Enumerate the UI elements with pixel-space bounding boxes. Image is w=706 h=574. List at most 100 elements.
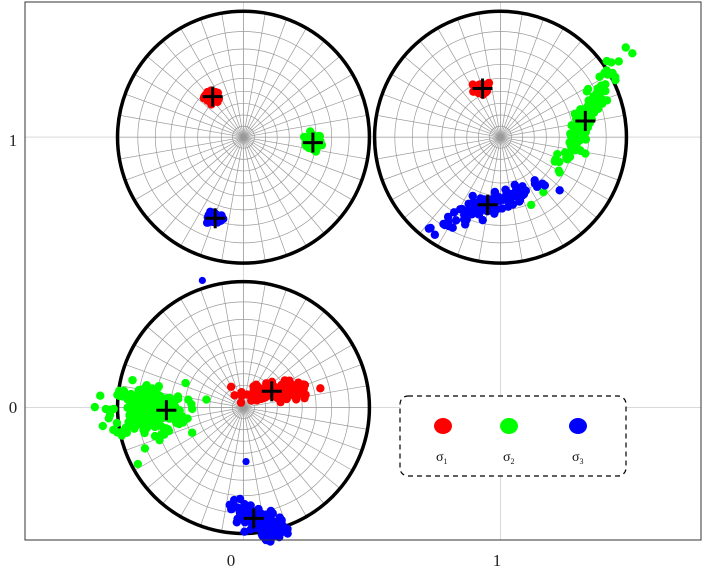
legend-box — [399, 395, 627, 477]
net-spoke — [403, 136, 501, 219]
net-spoke — [500, 40, 582, 138]
net-spoke — [243, 136, 341, 219]
legend-marker-sigma1 — [434, 418, 452, 434]
data-point-sigma2 — [172, 418, 181, 428]
data-point-sigma2 — [123, 395, 132, 404]
net-spoke — [162, 136, 244, 234]
data-point-sigma3 — [503, 202, 513, 211]
net-spoke — [180, 407, 244, 517]
data-point-sigma2 — [181, 378, 190, 388]
net-spoke — [243, 136, 353, 201]
net-spoke — [500, 55, 598, 138]
data-point-sigma2 — [133, 459, 143, 469]
data-point-sigma2 — [539, 187, 548, 197]
data-point-sigma2 — [104, 414, 113, 423]
data-point-sigma3 — [451, 216, 461, 225]
data-points-layer — [90, 43, 637, 546]
mean-marker-sigma3-net-2 — [477, 194, 498, 215]
data-point-sigma2 — [581, 149, 590, 158]
data-point-sigma1 — [280, 380, 289, 389]
net-spoke — [243, 18, 287, 138]
mean-marker-sigma2-net-1 — [302, 132, 323, 153]
legend-label-sigma2: σ2 — [503, 450, 515, 466]
net-spoke — [200, 137, 244, 256]
net-spoke — [119, 136, 244, 160]
data-point-sigma2 — [151, 421, 160, 430]
data-point-sigma2 — [598, 95, 607, 104]
legend-label-sigma1: σ1 — [436, 450, 448, 466]
net-spoke — [243, 114, 368, 138]
data-point-sigma3 — [465, 204, 475, 214]
net-spoke — [243, 407, 362, 451]
data-point-sigma2 — [554, 166, 563, 175]
net-spoke — [382, 136, 501, 181]
net-spoke — [125, 136, 244, 181]
data-point-sigma2 — [142, 380, 151, 390]
data-point-sigma3 — [230, 495, 239, 505]
axes-layer — [24, 1, 702, 541]
data-point-sigma1 — [292, 395, 301, 404]
data-point-sigma2 — [173, 392, 183, 401]
net-spoke — [243, 40, 325, 138]
data-point-sigma3 — [488, 196, 497, 205]
data-point-sigma3 — [256, 520, 265, 529]
net-spoke — [221, 13, 244, 138]
data-point-sigma2 — [128, 375, 137, 385]
net-spoke — [221, 407, 244, 532]
data-point-sigma3 — [242, 458, 250, 466]
data-point-sigma2 — [187, 428, 197, 437]
data-point-sigma3 — [283, 524, 292, 534]
net-spoke — [500, 136, 625, 160]
net-spoke — [200, 18, 244, 138]
data-point-sigma2 — [614, 57, 623, 66]
mean-marker-sigma1-net-3 — [261, 381, 282, 402]
data-point-sigma2 — [140, 409, 149, 419]
net-spoke — [403, 55, 501, 138]
net-spoke — [243, 407, 287, 526]
data-point-sigma1 — [243, 390, 252, 399]
net-spoke — [243, 283, 266, 408]
net-spoke — [125, 407, 244, 451]
data-point-sigma3 — [430, 230, 440, 239]
data-point-sigma3 — [455, 205, 465, 214]
net-spoke — [134, 344, 244, 408]
data-point-sigma2 — [148, 393, 158, 402]
net-spoke — [391, 73, 501, 138]
data-point-sigma2 — [124, 417, 133, 427]
data-point-sigma2 — [565, 138, 574, 147]
net-spoke — [180, 27, 244, 138]
net-spoke — [500, 27, 564, 138]
legend-entry-sigma2: σ2 — [500, 418, 518, 466]
net-spoke — [243, 13, 266, 138]
data-point-sigma3 — [476, 194, 485, 203]
data-point-sigma3 — [443, 212, 453, 222]
data-point-sigma1 — [203, 87, 212, 97]
net-spoke — [500, 18, 544, 138]
data-point-sigma3 — [275, 532, 284, 542]
net-spoke — [243, 407, 307, 517]
net-spoke — [146, 326, 244, 408]
data-point-sigma1 — [297, 389, 306, 398]
data-point-sigma3 — [275, 513, 284, 522]
y-tick-label-0: 0 — [9, 398, 18, 417]
data-point-sigma2 — [135, 395, 145, 404]
net-spoke — [382, 93, 501, 138]
net-spoke — [500, 13, 523, 138]
data-point-sigma3 — [518, 182, 527, 191]
net-spoke — [243, 27, 307, 138]
net-spoke — [162, 40, 244, 138]
legend-marker-sigma3 — [569, 418, 587, 434]
cluster-sigma3-net-2 — [424, 176, 564, 239]
data-point-sigma3 — [440, 220, 450, 230]
net-spoke — [221, 283, 244, 408]
net-spoke — [243, 407, 368, 430]
net-spoke — [243, 136, 362, 181]
data-point-sigma2 — [177, 411, 187, 421]
net-spoke — [146, 407, 244, 489]
mean-marker-sigma1-net-1 — [202, 86, 223, 107]
data-point-sigma1 — [316, 384, 325, 393]
mean-marker-sigma3-net-1 — [205, 208, 226, 229]
net-spoke — [180, 137, 244, 247]
legend: σ1 σ2 σ3 — [399, 395, 627, 477]
